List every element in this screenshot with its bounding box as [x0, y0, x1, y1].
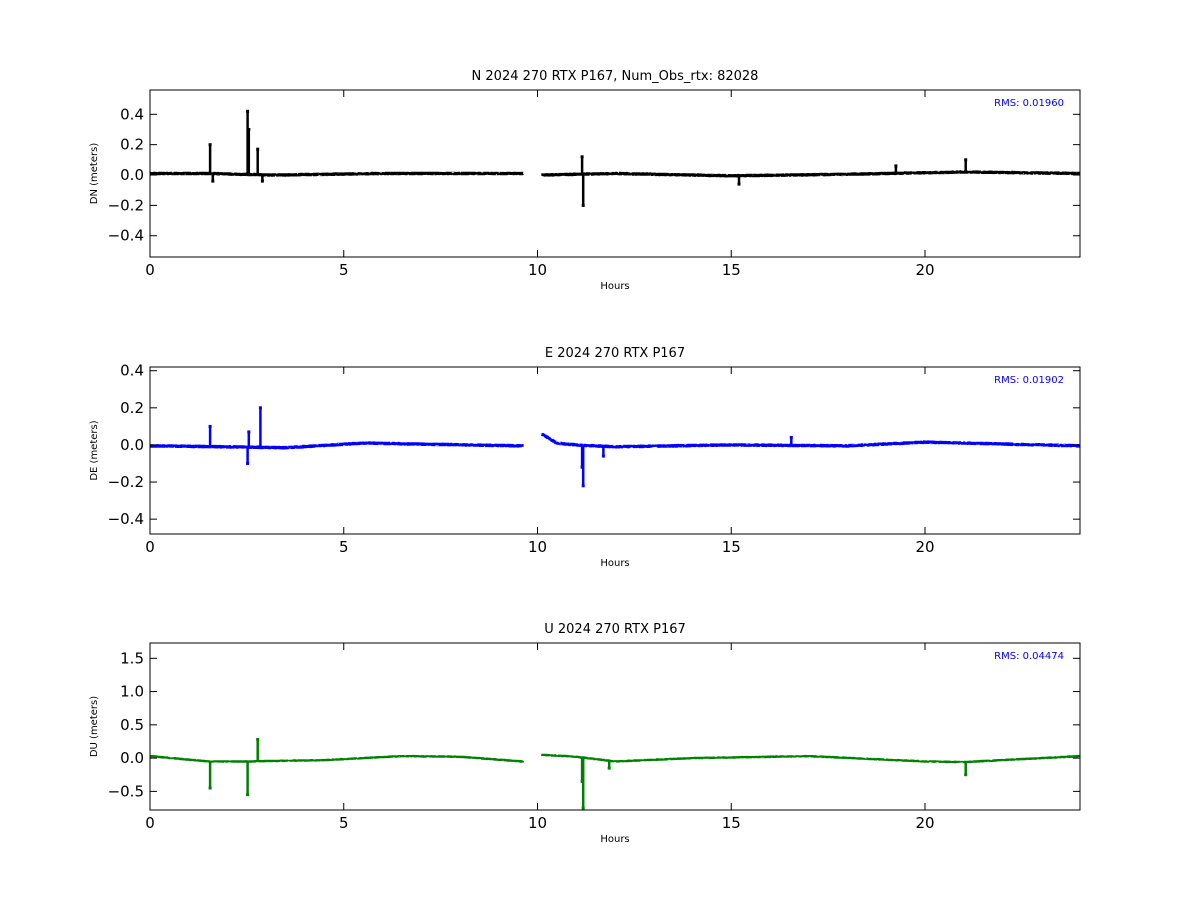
north-feature-point-9	[894, 164, 898, 168]
east-ytick-label-2: 0.0	[120, 436, 144, 454]
up-panel: 0 5 10 15 20 −0.5 0.0 0.5 1.0 1.5 U 2024 270 RTX P…	[89, 622, 1081, 845]
north-chart-title: N 2024 270 RTX P167, Num_Obs_rtx: 82028	[472, 69, 759, 84]
east-xtick-label-3: 15	[722, 538, 741, 556]
east-feature-point-2	[247, 430, 251, 434]
north-feature-point-4	[256, 147, 260, 151]
up-ytick-label-3: 1.0	[120, 683, 144, 701]
up-feature-point-1	[246, 793, 250, 797]
up-feature-point-0	[208, 786, 212, 790]
north-xtick-label-4: 20	[915, 261, 934, 279]
up-chart-title: U 2024 270 RTX P167	[544, 622, 686, 637]
up-feature-point-6	[964, 773, 968, 777]
north-xtick-label-0: 0	[145, 261, 155, 279]
up-xtick-label-2: 10	[528, 814, 547, 832]
up-axes-frame	[149, 642, 1081, 811]
east-feature-point-7	[789, 436, 793, 439]
east-panel: 0 5 10 15 20 −0.4 −0.2 0.0 0.2 0.4 E 2024 270 RTX …	[89, 346, 1081, 569]
east-xtick-label-2: 10	[528, 538, 547, 556]
up-series	[150, 738, 1080, 810]
east-series-line	[150, 433, 1080, 450]
east-feature-point-0	[208, 424, 212, 428]
north-ytick-label-3: 0.2	[120, 136, 144, 154]
north-yaxis-label: DN (meters)	[89, 143, 100, 205]
north-ytick-label-0: −0.4	[108, 227, 144, 245]
north-xtick-label-3: 15	[722, 261, 741, 279]
up-ytick-label-0: −0.5	[108, 782, 144, 800]
up-feature-point-4	[581, 806, 585, 810]
north-feature-point-2	[246, 109, 250, 113]
east-ytick-label-3: 0.2	[120, 399, 144, 417]
up-xtick-label-4: 20	[915, 814, 934, 832]
north-feature-point-0	[208, 143, 212, 147]
east-feature-point-5	[581, 484, 585, 488]
north-xaxis-label: Hours	[600, 281, 629, 292]
north-feature-point-6	[580, 155, 584, 159]
east-xtick-label-0: 0	[145, 538, 155, 556]
up-xtick-label-3: 15	[722, 814, 741, 832]
east-ytick-label-4: 0.4	[120, 362, 144, 380]
east-ytick-label-1: −0.2	[108, 473, 144, 491]
up-ytick-label-1: 0.0	[120, 749, 144, 767]
north-feature-point-1	[211, 179, 215, 183]
up-ytick-label-2: 0.5	[120, 716, 144, 734]
north-xtick-label-1: 5	[339, 261, 349, 279]
north-feature-point-5	[260, 179, 264, 183]
east-series	[150, 406, 1080, 488]
north-ytick-label-2: 0.0	[120, 166, 144, 184]
north-feature-point-10	[964, 158, 968, 162]
east-ytick-label-0: −0.4	[108, 510, 144, 528]
north-feature-point-7	[581, 203, 585, 207]
east-yaxis-label: DE (meters)	[89, 420, 100, 480]
east-rms-annotation: RMS: 0.01902	[994, 375, 1064, 386]
up-feature-point-2	[256, 738, 260, 741]
north-panel: 0 5 10 15 20 −0.4 −0.2 0.0 0.2 0.4 N 2024 270 RTX …	[89, 69, 1081, 292]
east-xaxis-label: Hours	[600, 558, 629, 569]
up-xaxis-label: Hours	[600, 834, 629, 845]
north-feature-point-8	[737, 182, 741, 186]
east-feature-point-6	[601, 454, 605, 458]
east-feature-point-1	[246, 462, 250, 465]
east-xtick-label-1: 5	[339, 538, 349, 556]
up-xtick-label-0: 0	[145, 814, 155, 832]
up-feature-point-5	[607, 766, 611, 770]
north-axes-frame	[149, 89, 1081, 258]
up-xtick-label-1: 5	[339, 814, 349, 832]
north-ytick-label-1: −0.2	[108, 196, 144, 214]
north-series-line	[150, 170, 1080, 178]
north-series	[150, 109, 1080, 207]
up-ytick-label-4: 1.5	[120, 649, 144, 667]
east-feature-point-3	[258, 406, 262, 410]
north-feature-point-3	[247, 128, 251, 131]
east-xtick-label-4: 20	[915, 538, 934, 556]
east-chart-title: E 2024 270 RTX P167	[545, 346, 685, 361]
east-axes-frame	[149, 366, 1081, 535]
up-rms-annotation: RMS: 0.04474	[994, 651, 1064, 662]
north-ytick-label-4: 0.4	[120, 105, 144, 123]
up-series-line	[150, 753, 1080, 764]
north-xtick-label-2: 10	[528, 261, 547, 279]
north-rms-annotation: RMS: 0.01960	[994, 98, 1064, 109]
up-yaxis-label: DU (meters)	[89, 696, 100, 757]
